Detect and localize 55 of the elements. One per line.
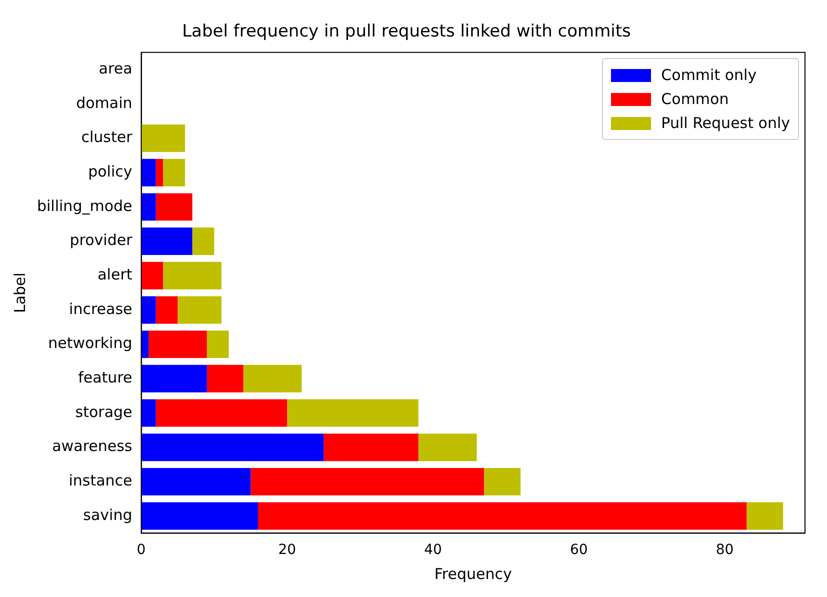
y-tick-label: feature — [78, 368, 132, 387]
bar — [178, 296, 222, 324]
bar — [141, 124, 186, 152]
bar — [206, 364, 244, 392]
bar — [192, 228, 214, 256]
y-tick-label: instance — [68, 472, 132, 490]
x-tick-label: 20 — [278, 542, 296, 558]
y-tick-label: awareness — [52, 437, 132, 456]
y-axis-title: Label — [10, 272, 29, 314]
bar — [746, 502, 784, 530]
x-tick-label: 40 — [424, 542, 442, 558]
bar — [258, 502, 747, 530]
bar — [243, 364, 302, 392]
y-tick-label: cluster — [81, 128, 134, 146]
y-tick-label: domain — [76, 94, 132, 112]
y-tick-label: provider — [70, 231, 134, 250]
bar — [141, 399, 156, 427]
bar — [156, 296, 178, 324]
bar — [206, 330, 229, 358]
bar — [287, 399, 418, 427]
bar — [148, 330, 207, 358]
bar — [141, 434, 324, 462]
y-tick-label: area — [98, 59, 132, 78]
bar — [141, 228, 192, 256]
bar — [250, 468, 484, 496]
y-tick-label: policy — [88, 162, 132, 180]
y-tick-label: saving — [83, 506, 132, 524]
y-tick-label: networking — [48, 334, 132, 352]
bar — [418, 434, 477, 462]
bar — [156, 399, 288, 427]
bar — [141, 158, 156, 186]
bar — [141, 364, 207, 392]
legend-label: Commit only — [661, 65, 757, 86]
bar — [141, 468, 251, 496]
y-tick-label: storage — [75, 402, 132, 421]
x-tick-label: 80 — [716, 542, 734, 558]
y-tick-label: alert — [98, 266, 132, 284]
y-tick-label: increase — [69, 300, 132, 318]
bar — [156, 158, 164, 186]
bar — [141, 262, 164, 290]
legend-label: Common — [661, 89, 729, 110]
x-tick-label: 0 — [136, 542, 146, 558]
chart-title: Label frequency in pull requests linked with commits — [182, 22, 632, 42]
x-tick-label: 60 — [570, 542, 588, 558]
y-tick-label: billing_mode — [36, 196, 132, 215]
bar — [163, 158, 186, 186]
legend-label: Pull Request only — [661, 113, 790, 134]
bar — [141, 502, 258, 530]
x-axis-title: Frequency — [434, 564, 512, 583]
bar — [141, 193, 156, 221]
bar — [156, 193, 192, 221]
bar — [163, 262, 222, 290]
bar — [141, 296, 156, 324]
bar — [484, 468, 521, 496]
bar — [324, 434, 418, 462]
